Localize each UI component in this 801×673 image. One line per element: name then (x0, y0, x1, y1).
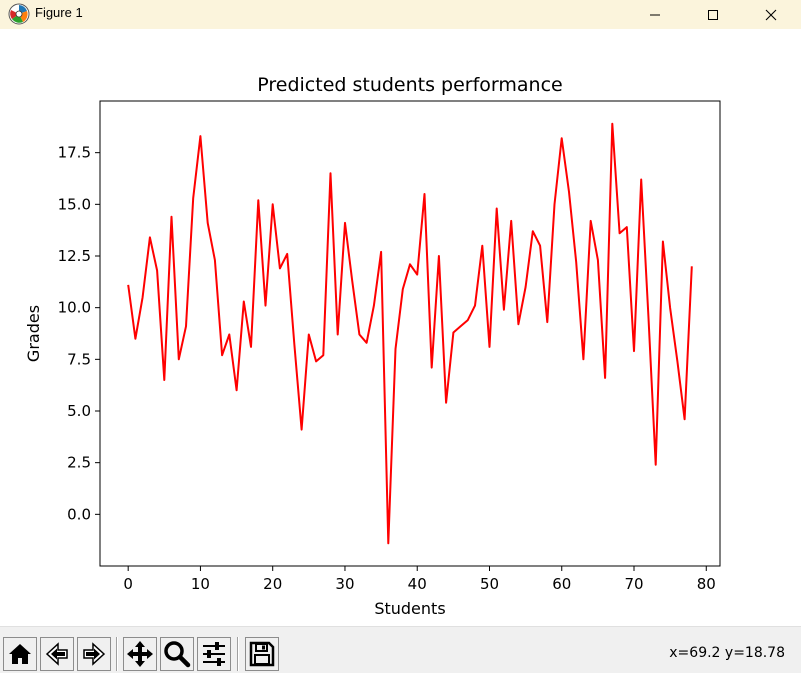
y-axis-ticks: 0.0 2.5 5.0 7.5 10.0 12.5 15.0 17.5 (58, 144, 100, 523)
chart-title: Predicted students performance (257, 74, 562, 96)
y-tick-label: 17.5 (58, 144, 91, 162)
sliders-icon (203, 642, 225, 666)
x-tick-label: 40 (408, 575, 427, 593)
x-tick-label: 30 (335, 575, 354, 593)
x-tick-label: 70 (624, 575, 643, 593)
x-tick-label: 0 (123, 575, 133, 593)
y-tick-label: 0.0 (67, 505, 91, 523)
home-button[interactable] (3, 637, 37, 671)
y-axis-label: Grades (24, 305, 43, 362)
maximize-icon (708, 9, 718, 20)
series-line (127, 122, 693, 545)
x-tick-label: 60 (552, 575, 571, 593)
cursor-coordinates: x=69.2 y=18.78 (669, 645, 785, 661)
x-tick-label: 50 (480, 575, 499, 593)
close-icon (765, 9, 777, 20)
x-axis-label: Students (374, 599, 445, 618)
line-chart[interactable]: Predicted students performance 0 10 20 30 40… (0, 29, 801, 626)
arrow-right-icon (83, 642, 106, 666)
back-button[interactable] (40, 637, 74, 671)
move-icon (127, 641, 153, 667)
matplotlib-logo-icon (8, 3, 30, 25)
x-tick-label: 10 (191, 575, 210, 593)
y-tick-label: 2.5 (67, 454, 91, 472)
close-button[interactable] (742, 0, 800, 29)
axes-frame (99, 100, 721, 567)
magnifier-icon (164, 641, 191, 668)
pan-button[interactable] (123, 637, 157, 671)
home-icon (9, 644, 31, 664)
minimize-button[interactable] (626, 0, 684, 29)
forward-button[interactable] (77, 637, 111, 671)
y-tick-label: 15.0 (58, 195, 91, 213)
y-tick-label: 10.0 (58, 299, 91, 317)
window-title: Figure 1 (35, 5, 83, 20)
title-bar[interactable]: Figure 1 (0, 0, 801, 29)
figure-canvas[interactable]: Predicted students performance 0 10 20 30 40… (0, 29, 801, 626)
y-tick-label: 5.0 (67, 402, 91, 420)
arrow-left-icon (45, 642, 68, 666)
x-axis-ticks: 0 10 20 30 40 50 60 70 80 (123, 566, 716, 593)
toolbar-separator (116, 637, 118, 671)
x-tick-label: 80 (697, 575, 716, 593)
y-tick-label: 12.5 (58, 247, 91, 265)
y-tick-label: 7.5 (67, 350, 91, 368)
save-button[interactable] (245, 637, 279, 671)
zoom-button[interactable] (160, 637, 194, 671)
configure-subplots-button[interactable] (197, 637, 231, 671)
floppy-disk-icon (249, 641, 275, 667)
maximize-button[interactable] (684, 0, 742, 29)
toolbar-separator (237, 637, 239, 671)
minimize-icon (650, 14, 660, 15)
navigation-toolbar: x=69.2 y=18.78 (0, 626, 801, 673)
x-tick-label: 20 (263, 575, 282, 593)
